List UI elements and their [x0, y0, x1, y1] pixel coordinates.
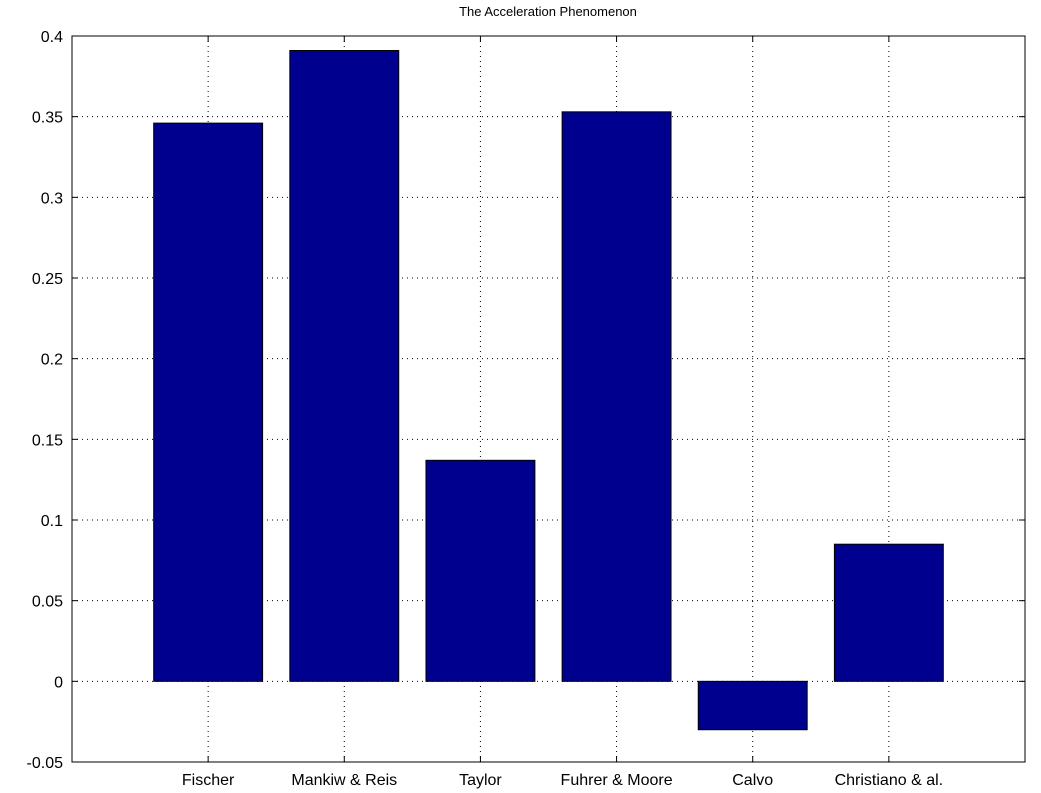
x-tick-label: Fuhrer & Moore	[561, 772, 673, 789]
x-tick-label: Mankiw & Reis	[291, 772, 397, 789]
y-tick-label: 0.25	[32, 271, 63, 288]
x-tick-label: Taylor	[459, 772, 502, 789]
y-tick-label: 0.3	[41, 190, 63, 207]
x-tick-label: Christiano & al.	[835, 772, 944, 789]
plot-frame	[71, 35, 1026, 763]
bar	[833, 543, 944, 682]
x-tick-labels: Fischer Mankiw & Reis Taylor Fuhrer & Moore…	[182, 772, 943, 789]
bar	[697, 680, 808, 731]
chart-title: The Acceleration Phenomenon	[459, 4, 637, 19]
y-tick-labels: -0.05 0 0.05 0.1 0.15 0.2 0.25 0.3 0.35 0.4	[27, 29, 64, 772]
y-tick-label: 0.1	[41, 513, 63, 530]
bar	[561, 111, 672, 682]
y-tick-label: -0.05	[27, 755, 64, 772]
y-tick-label: 0.15	[32, 432, 63, 449]
y-tick-label: 0	[54, 674, 63, 691]
bars	[153, 50, 944, 731]
axes	[71, 35, 1026, 763]
y-tick-label: 0.2	[41, 352, 63, 369]
y-tick-label: 0.05	[32, 594, 63, 611]
x-tick-label: Calvo	[732, 772, 773, 789]
bar	[289, 50, 400, 682]
bar	[153, 122, 264, 682]
bar	[425, 459, 536, 682]
y-tick-label: 0.35	[32, 110, 63, 127]
x-tick-label: Fischer	[182, 772, 235, 789]
y-tick-label: 0.4	[41, 29, 63, 46]
